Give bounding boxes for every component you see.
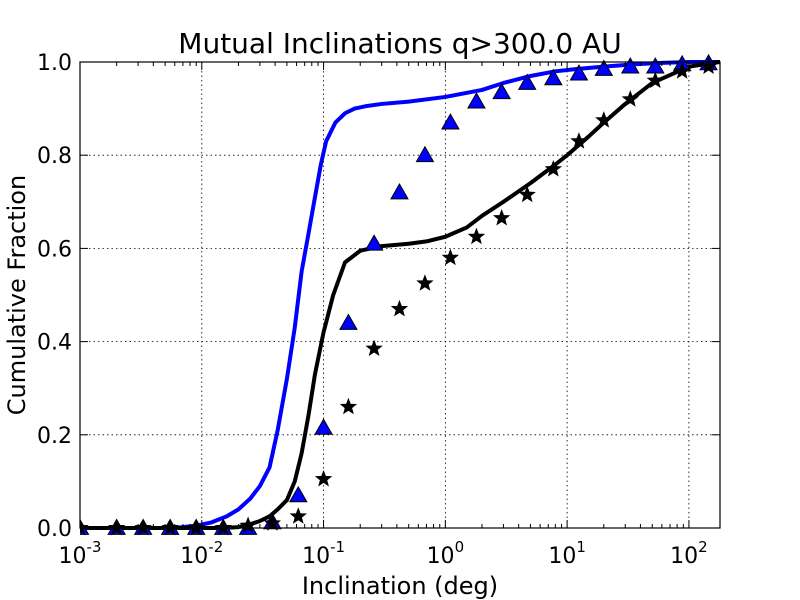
triangle-point [594,59,614,76]
star-point [80,518,89,536]
star-point [492,208,511,226]
ticks: 10-3 10-2 10-1 100 101 102 0.0 0.2 0.4 0.6 0.8 1.0 [37,51,720,569]
series-layer [80,53,720,536]
star-point [646,71,665,89]
star-point [441,248,460,266]
star-point [699,57,718,75]
x-tick-label: 100 [427,538,465,569]
triangle-point [517,73,537,90]
triangle-point [415,145,435,163]
star-point [570,132,588,149]
y-tick-label: 0.8 [37,144,72,169]
y-tick-label: 0.2 [37,424,72,449]
star-point [467,227,486,245]
x-tick-label: 10-3 [59,538,102,569]
x-tick-label: 10-2 [180,538,223,569]
y-tick-label: 1.0 [37,51,72,76]
star-point [621,90,639,107]
chart-title: Mutual Inclinations q>300.0 AU [178,27,621,60]
star-point [214,518,232,536]
x-tick-label: 102 [670,538,708,569]
triangle-point [492,82,512,100]
star-point [339,397,358,415]
star-point [544,160,562,177]
x-tick-label: 10-1 [302,538,345,569]
triangle-point [620,57,640,74]
star-point [161,518,179,536]
y-tick-label: 0.4 [37,331,72,356]
y-tick-label: 0.0 [37,517,72,542]
x-tick-label: 101 [548,538,586,569]
star-point [595,111,613,128]
triangle-point [364,234,384,251]
star-point [239,516,257,534]
triangle-point [339,313,358,330]
plot-frame [79,61,721,529]
triangle-point [390,182,409,200]
triangle-point [467,92,486,109]
grid [80,62,720,528]
triangle-point [569,64,589,81]
star-point [416,274,434,291]
triangle-point [441,113,460,130]
triangle-point [645,57,665,74]
star-point [673,62,691,79]
star-point [314,469,333,487]
star-point [263,514,282,531]
x-axis-label: Inclination (deg) [302,572,498,600]
y-axis-label: Cumulative Fraction [3,175,31,415]
triangle-point [288,485,308,503]
star-point [134,518,152,536]
black-line [80,60,720,530]
star-point [365,339,383,356]
triangle-point [543,68,563,86]
star-point [518,185,536,203]
y-tick-label: 0.6 [37,237,72,262]
star-point [289,507,307,524]
blue-line [80,60,720,530]
star-point [390,299,409,317]
triangle-point [314,418,333,435]
